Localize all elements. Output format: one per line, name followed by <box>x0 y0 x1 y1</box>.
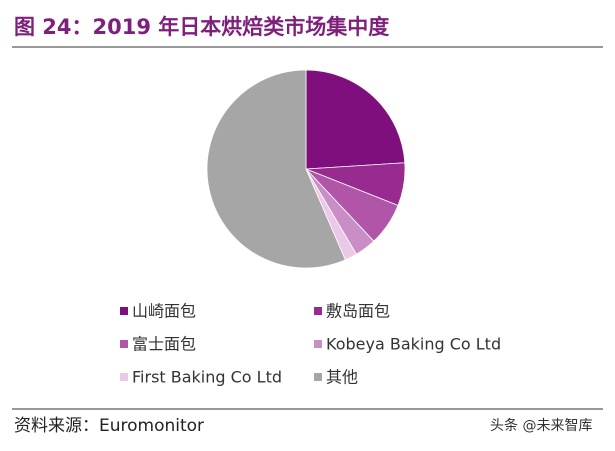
legend-swatch <box>120 307 128 315</box>
pie-slice <box>206 69 346 269</box>
legend-label: First Baking Co Ltd <box>132 368 282 387</box>
legend-swatch <box>120 373 128 381</box>
chart-title: 图 24：2019 年日本烘焙类市场集中度 <box>14 15 389 39</box>
legend-swatch <box>314 307 322 315</box>
legend-label: Kobeya Baking Co Ltd <box>326 335 501 354</box>
pie <box>206 69 406 269</box>
legend-label: 敷岛面包 <box>326 302 390 321</box>
pie-slice <box>305 69 406 170</box>
legend-label: 富士面包 <box>132 335 196 354</box>
legend-label: 其他 <box>326 368 358 387</box>
source: 资料来源：Euromonitor <box>14 416 204 436</box>
legend-label: 山崎面包 <box>132 302 196 321</box>
legend-swatch <box>120 340 128 348</box>
watermark: 头条 @未来智库 <box>490 417 592 434</box>
legend-swatch <box>314 373 322 381</box>
legend-swatch <box>314 340 322 348</box>
